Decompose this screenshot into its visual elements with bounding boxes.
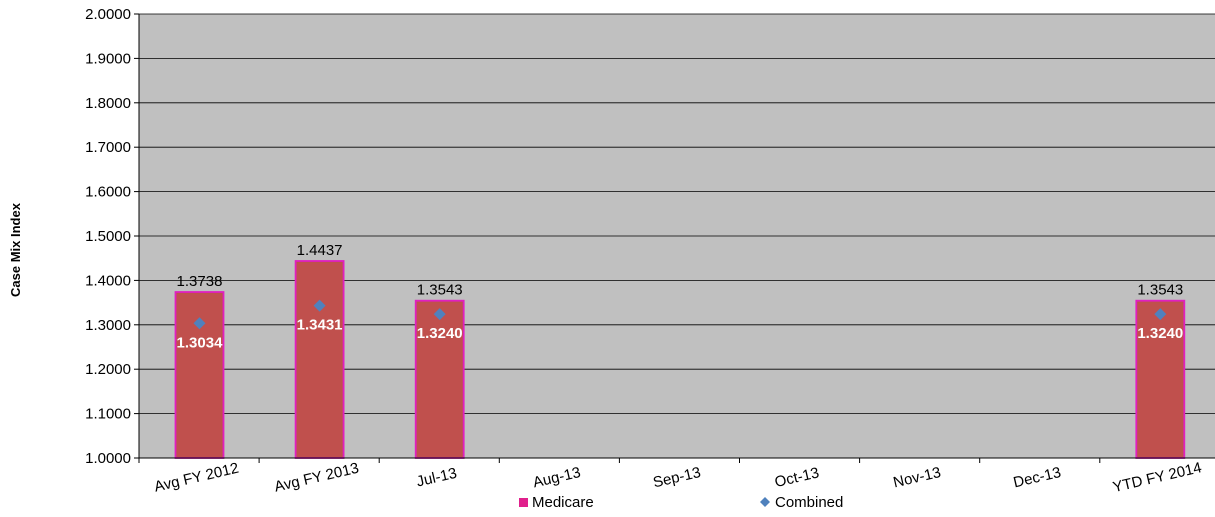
bar-value-label: 1.3543 bbox=[417, 282, 463, 299]
marker-value-label: 1.3240 bbox=[1137, 325, 1183, 342]
y-tick-label: 1.3000 bbox=[85, 317, 131, 334]
y-tick-label: 1.8000 bbox=[85, 95, 131, 112]
y-tick-label: 1.6000 bbox=[85, 184, 131, 201]
bar-value-label: 1.3543 bbox=[1137, 282, 1183, 299]
x-tick-label: Sep-13 bbox=[651, 464, 702, 491]
y-tick-label: 1.2000 bbox=[85, 361, 131, 378]
marker-value-label: 1.3034 bbox=[177, 334, 224, 351]
bars bbox=[174, 260, 1186, 459]
x-tick-label: Nov-13 bbox=[892, 464, 943, 491]
marker-value-label: 1.3431 bbox=[297, 317, 343, 334]
y-tick-label: 2.0000 bbox=[85, 6, 131, 23]
marker-combined bbox=[433, 308, 446, 321]
bar-value-label: 1.4437 bbox=[297, 242, 343, 259]
bar-medicare bbox=[174, 291, 225, 459]
x-tick-label: Avg FY 2013 bbox=[273, 460, 361, 496]
y-tick-label: 1.0000 bbox=[85, 450, 131, 467]
legend-combined-label: Combined bbox=[775, 494, 843, 511]
marker-combined bbox=[1154, 308, 1167, 321]
y-tick-label: 1.4000 bbox=[85, 272, 131, 289]
x-tick-label: Oct-13 bbox=[773, 464, 821, 491]
bar-value-label: 1.3738 bbox=[177, 273, 223, 290]
legend: Medicare Combined bbox=[519, 494, 843, 511]
legend-medicare-swatch bbox=[519, 498, 528, 507]
x-tick-label: YTD FY 2014 bbox=[1111, 459, 1203, 496]
y-tick-label: 1.9000 bbox=[85, 50, 131, 67]
marker-value-label: 1.3240 bbox=[417, 325, 463, 342]
bar-medicare bbox=[294, 260, 345, 459]
bar-medicare bbox=[414, 299, 465, 459]
markers bbox=[193, 299, 1167, 330]
marker-combined bbox=[193, 317, 206, 330]
legend-medicare-label: Medicare bbox=[532, 494, 594, 511]
x-tick-label: Aug-13 bbox=[531, 464, 582, 491]
x-tick-label: Dec-13 bbox=[1012, 464, 1063, 491]
x-tick-label: Jul-13 bbox=[415, 465, 459, 491]
y-tick-label: 1.7000 bbox=[85, 139, 131, 156]
marker-combined bbox=[313, 299, 326, 312]
data-labels: 1.3738 1.4437 1.3543 1.3543 1.3034 1.3431 1.32… bbox=[177, 242, 1184, 351]
y-tick-label: 1.1000 bbox=[85, 406, 131, 423]
bar-medicare bbox=[1135, 299, 1186, 459]
y-axis-label: Case Mix Index bbox=[8, 202, 23, 297]
y-tick-label: 1.5000 bbox=[85, 228, 131, 245]
legend-combined-marker bbox=[760, 497, 770, 507]
x-tick-label: Avg FY 2012 bbox=[153, 460, 241, 496]
